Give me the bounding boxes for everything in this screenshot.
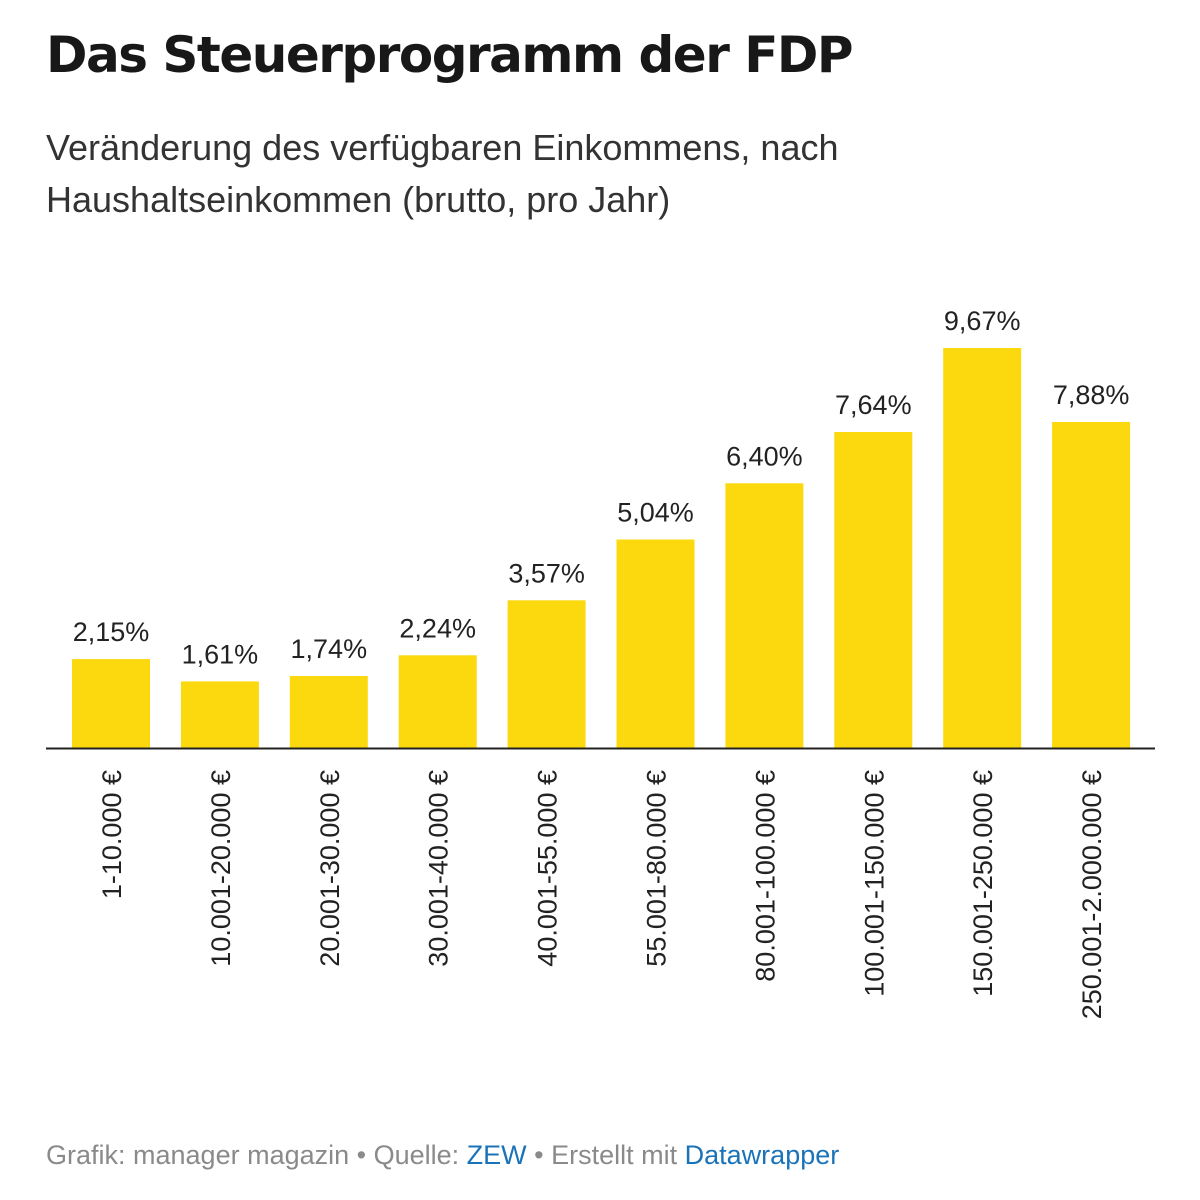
x-tick-label: 250.001-2.000.000 € <box>1077 770 1107 1019</box>
bar <box>289 676 368 748</box>
x-tick-label: 30.001-40.000 € <box>424 770 454 967</box>
bar <box>943 348 1022 748</box>
x-tick-label: 100.001-150.000 € <box>859 770 889 997</box>
x-tick-label: 40.001-55.000 € <box>533 770 563 967</box>
x-tick-label: 10.001-20.000 € <box>206 770 236 967</box>
bar-chart: 2,15% 1-10.000 € 1,61% 10.001-20.000 € 1,74%… <box>46 306 1155 1019</box>
footer-separator: • <box>349 1140 374 1170</box>
bar-value-label: 7,64% <box>835 390 912 420</box>
bar-value-label: 9,67% <box>944 306 1021 336</box>
bar <box>398 655 477 748</box>
bar <box>1052 422 1131 748</box>
bar-value-label: 7,88% <box>1053 380 1130 410</box>
bar-value-label: 3,57% <box>508 558 585 588</box>
chart-title: Das Steuerprogramm der FDP <box>46 26 854 84</box>
bar-value-label: 1,61% <box>182 639 259 669</box>
chart-subtitle: Veränderung des verfügbaren Einkommens, … <box>46 127 839 220</box>
footer-quelle-label: Quelle: <box>373 1140 467 1170</box>
bar-value-label: 2,24% <box>399 613 476 643</box>
x-tick-label: 1-10.000 € <box>97 770 127 899</box>
footer-separator: • <box>526 1140 552 1170</box>
x-tick-label: 80.001-100.000 € <box>750 770 780 982</box>
bar-value-label: 5,04% <box>617 498 694 528</box>
bar <box>507 600 586 748</box>
footer-erstellt-label: Erstellt mit <box>551 1140 685 1170</box>
footer-grafik: Grafik: manager magazin <box>46 1140 350 1170</box>
bar <box>616 539 695 748</box>
x-tick-label: 20.001-30.000 € <box>315 770 345 967</box>
bar <box>725 483 804 748</box>
bar <box>180 681 259 748</box>
bar-value-label: 1,74% <box>291 634 368 664</box>
x-tick-label: 150.001-250.000 € <box>968 770 998 997</box>
x-tick-label: 55.001-80.000 € <box>642 770 672 967</box>
bar-value-label: 2,15% <box>73 617 150 647</box>
bar-value-label: 6,40% <box>726 441 803 471</box>
source-link[interactable]: ZEW <box>466 1140 527 1170</box>
footer: Grafik: manager magazin • Quelle: ZEW • … <box>46 1140 839 1171</box>
bar <box>72 659 150 748</box>
bar <box>834 432 913 748</box>
datawrapper-link[interactable]: Datawrapper <box>684 1140 840 1170</box>
